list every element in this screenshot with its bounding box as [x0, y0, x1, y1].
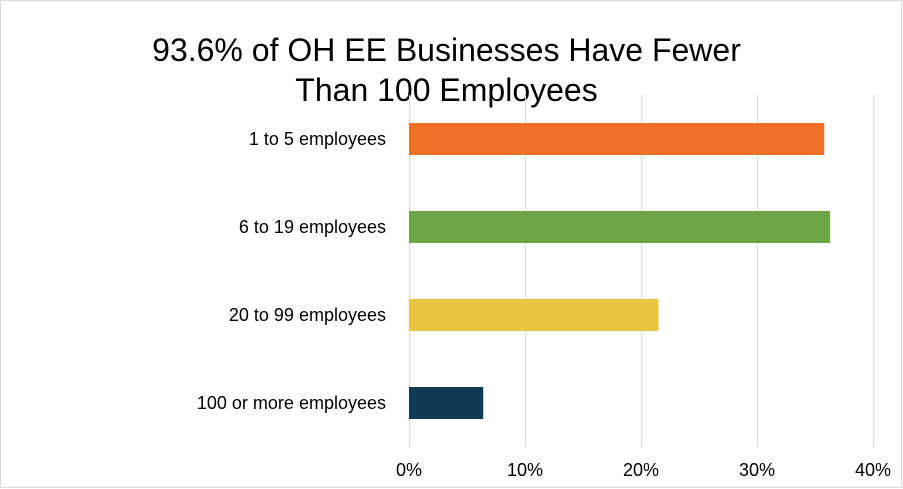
chart-title: 93.6% of OH EE Businesses Have Fewer Tha…	[0, 30, 903, 110]
category-label-1: 6 to 19 employees	[239, 217, 386, 237]
x-tick-label-0: 0%	[396, 460, 422, 480]
x-tick-label-4: 40%	[855, 460, 891, 480]
category-label-2: 20 to 99 employees	[229, 305, 386, 325]
bar-1	[409, 211, 831, 243]
x-tick-label-3: 30%	[739, 460, 775, 480]
category-label-0: 1 to 5 employees	[249, 129, 386, 149]
chart-title-line-2: Than 100 Employees	[295, 72, 598, 108]
x-tick-label-1: 10%	[507, 460, 543, 480]
category-label-3: 100 or more employees	[197, 393, 386, 413]
bar-0	[409, 123, 825, 155]
bar-2	[409, 299, 659, 331]
x-tick-label-2: 20%	[623, 460, 659, 480]
chart-title-line-1: 93.6% of OH EE Businesses Have Fewer	[152, 32, 741, 68]
bar-3	[409, 387, 484, 419]
